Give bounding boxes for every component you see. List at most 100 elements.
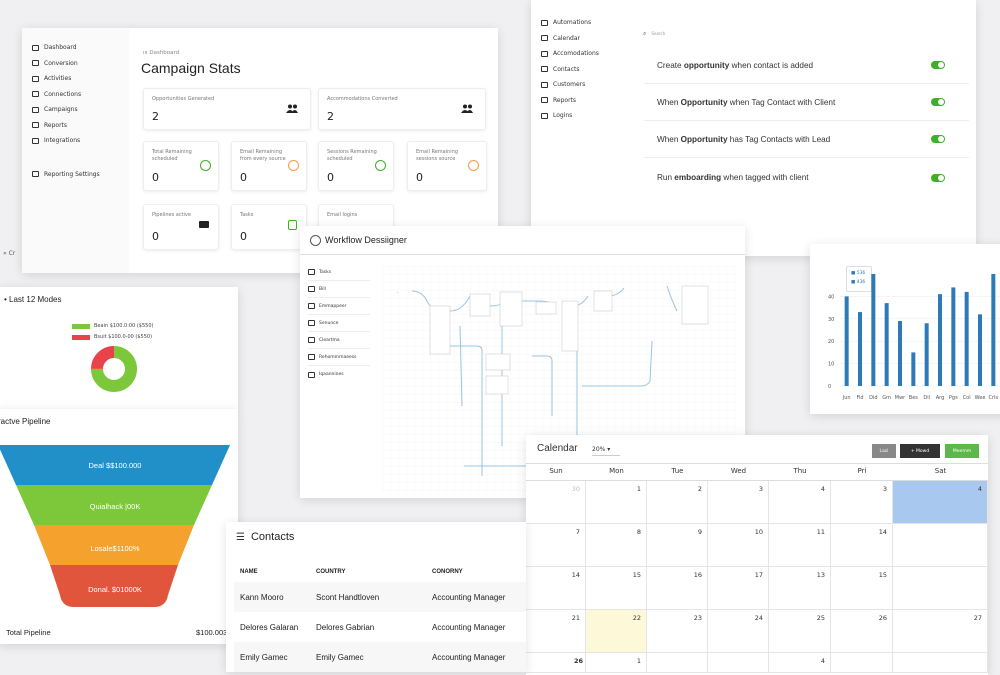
weekday-label: Sat (934, 467, 947, 475)
calendar-day-cell[interactable] (893, 524, 988, 566)
cell-country: Delores Gabrian (316, 622, 375, 632)
rule-toggle[interactable] (931, 135, 945, 143)
month-view-button[interactable]: Meemm (945, 444, 979, 458)
automation-rule[interactable]: When Opportunity has Tag Contacts with L… (644, 121, 969, 158)
tool-item[interactable]: Cleartma (308, 332, 370, 349)
recommend-icon (308, 354, 315, 360)
sidebar-item[interactable]: Reporting Settings (32, 167, 119, 183)
automation-rule[interactable]: Create opportunity when contact is added (644, 47, 969, 84)
calendar-day-cell[interactable]: 2 (647, 481, 708, 523)
day-number: 23 (693, 614, 702, 622)
tool-item[interactable]: Senunce (308, 315, 370, 332)
calendar-day-cell[interactable]: 26 (526, 653, 586, 672)
sidebar-item[interactable]: Contacts (541, 62, 621, 78)
day-number: 4 (820, 657, 825, 665)
weekday-label: Pri (857, 467, 867, 475)
calendar-day-cell[interactable]: 1 (586, 653, 647, 672)
calendar-day-cell[interactable]: 15 (831, 567, 893, 609)
sidebar-item[interactable]: Integrations (32, 133, 119, 149)
calendar-day-cell[interactable]: 14 (526, 567, 586, 609)
weekday-label: Wed (730, 467, 747, 475)
calendar-day-cell[interactable]: 10 (708, 524, 769, 566)
legend-item: Beain $100.0:00 ($550) (72, 323, 153, 329)
calendar-icon (541, 35, 548, 42)
wallet-icon (199, 221, 209, 228)
sidebar-item[interactable]: Customers (541, 77, 621, 93)
add-event-button[interactable]: + Mowd (900, 444, 940, 458)
calendar-day-cell[interactable]: 4 (893, 481, 988, 523)
zoom-select[interactable]: 20% ▾ (592, 444, 620, 456)
home-icon (541, 50, 548, 57)
day-number: 1 (636, 485, 641, 493)
workflow-canvas[interactable]: — (382, 266, 738, 492)
sidebar-item[interactable]: Automations (541, 15, 621, 31)
calendar-day-cell[interactable]: 21 (526, 610, 586, 652)
calendar-day-cell[interactable]: 22 (586, 610, 647, 652)
donut-slice-green (91, 346, 137, 392)
calendar-day-cell[interactable]: 7 (526, 524, 586, 566)
calendar-day-cell[interactable]: 27 (893, 610, 988, 652)
tool-item[interactable]: Emmappeer (308, 298, 370, 315)
tool-item[interactable]: Tasks (308, 264, 370, 281)
calendar-day-cell[interactable]: 11 (769, 524, 831, 566)
calendar-day-cell[interactable]: 23 (647, 610, 708, 652)
plug-icon (32, 137, 39, 144)
sidebar-item[interactable]: Dashboard (32, 40, 119, 56)
tool-item[interactable]: Iqaannines (308, 366, 370, 383)
calendar-day-cell[interactable]: 1 (586, 481, 647, 523)
calendar-day-cell[interactable]: 9 (647, 524, 708, 566)
rule-toggle[interactable] (931, 61, 945, 69)
calendar-day-cell[interactable] (893, 567, 988, 609)
calendar-day-cell[interactable] (647, 653, 708, 672)
today-button[interactable]: Lazi (872, 444, 896, 458)
sidebar-item[interactable]: Reports (541, 93, 621, 109)
calendar-day-cell[interactable] (831, 653, 893, 672)
calendar-week: 14 15 16 17 13 15 (526, 567, 988, 610)
sidebar-item[interactable]: Connections (32, 87, 119, 103)
table-row[interactable]: Emily Gamec Emily Gamec Accounting Manag… (234, 642, 526, 672)
calendar-day-cell[interactable]: 13 (769, 567, 831, 609)
calendar-week: 30 1 2 3 4 3 4 (526, 481, 988, 524)
rule-toggle[interactable] (931, 98, 945, 106)
sidebar-item[interactable]: Activities (32, 71, 119, 87)
rule-toggle[interactable] (931, 173, 945, 182)
sidebar-item[interactable]: Logins (541, 108, 621, 124)
calendar-grid: Sun Mon Tue Wed Thu Pri Sat 30 1 2 3 4 3 4 7 8 9 10 11 14 14… (526, 463, 988, 673)
day-number: 21 (571, 614, 580, 622)
calendar-day-cell[interactable] (708, 653, 769, 672)
table-row[interactable]: Kann Mooro Scont Handtloven Accounting M… (234, 582, 526, 612)
calendar-day-cell[interactable]: 3 (708, 481, 769, 523)
sidebar-item[interactable]: Accomodations (541, 46, 621, 62)
calendar-day-cell[interactable]: 30 (526, 481, 586, 523)
calendar-day-cell[interactable]: 16 (647, 567, 708, 609)
tool-item[interactable]: Bill (308, 281, 370, 298)
calendar-day-cell[interactable]: 8 (586, 524, 647, 566)
calendar-day-cell[interactable]: 4 (769, 653, 831, 672)
sidebar-item[interactable]: Reports (32, 118, 119, 134)
automation-rule[interactable]: When Opportunity when Tag Contact with C… (644, 84, 969, 121)
search-input[interactable]: ⌕ Search (643, 30, 666, 37)
sidebar-item[interactable]: Conversion (32, 56, 119, 72)
automation-rule[interactable]: Run emboarding when tagged with client (644, 159, 969, 196)
calendar-day-cell[interactable]: 26 (831, 610, 893, 652)
activity-icon (32, 75, 39, 82)
calendar-day-cell[interactable]: 25 (769, 610, 831, 652)
calendar-day-cell[interactable]: 15 (586, 567, 647, 609)
calendar-day-cell[interactable]: 14 (831, 524, 893, 566)
email-icon (308, 303, 315, 309)
chevron-down-icon: ▾ (607, 446, 611, 453)
calendar-day-cell[interactable]: 17 (708, 567, 769, 609)
svg-text:—: — (396, 290, 399, 294)
calendar-day-cell[interactable]: 3 (831, 481, 893, 523)
column-header: COUNTRY (316, 569, 346, 575)
tool-item[interactable]: Rehommmaeess (308, 349, 370, 366)
sidebar-item[interactable]: Campaigns (32, 102, 119, 118)
cell-country: Scont Handtloven (316, 592, 380, 602)
calendar-day-cell[interactable]: 24 (708, 610, 769, 652)
table-row[interactable]: Delores Galaran Delores Gabrian Accounti… (234, 612, 526, 642)
calendar-day-cell[interactable]: 4 (769, 481, 831, 523)
sidebar-item[interactable]: Calendar (541, 31, 621, 47)
calendar-day-cell[interactable] (893, 653, 988, 672)
y-tick-label: 20 (828, 339, 834, 345)
automation-panel: Automations Calendar Accomodations Conta… (531, 0, 976, 256)
